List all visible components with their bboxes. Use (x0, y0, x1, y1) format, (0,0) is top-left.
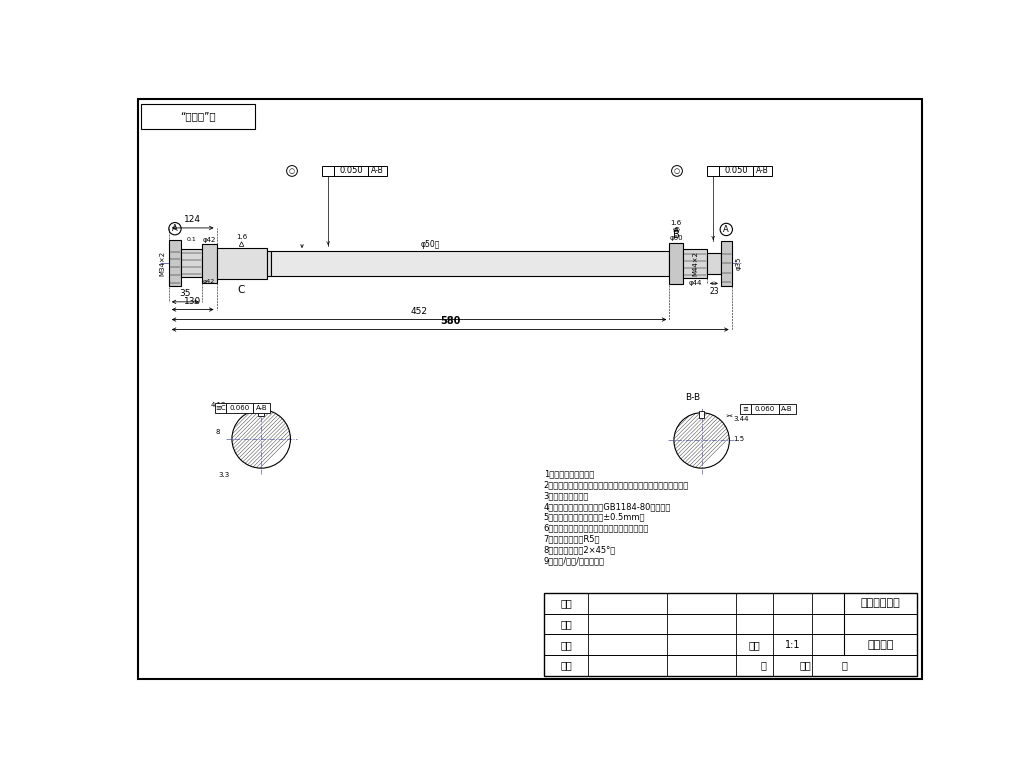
Text: 7．未注圆角半径R5。: 7．未注圆角半径R5。 (544, 534, 601, 544)
Text: 4．未注倒角棱边倒锶符合GB1184-80的要求。: 4．未注倒角棱边倒锶符合GB1184-80的要求。 (544, 502, 671, 511)
Text: 0.060: 0.060 (230, 405, 250, 410)
Bar (669, 243, 683, 284)
Bar (267, 251, 271, 276)
Text: B: B (673, 230, 679, 240)
Bar (215, 403, 225, 413)
Text: 设计: 设计 (560, 598, 572, 608)
Bar (720, 166, 753, 176)
Text: 张第: 张第 (799, 661, 811, 671)
Text: 1.6: 1.6 (671, 219, 681, 226)
Text: 0.060: 0.060 (755, 407, 774, 412)
Bar (753, 166, 771, 176)
Text: ≡: ≡ (742, 407, 749, 412)
Text: 0.050: 0.050 (725, 166, 748, 176)
Text: 0.1: 0.1 (186, 237, 196, 242)
Text: 校核: 校核 (560, 619, 572, 629)
Bar (751, 404, 779, 414)
Text: 比例: 比例 (749, 640, 761, 650)
Text: 共: 共 (760, 661, 766, 671)
Bar (699, 411, 704, 418)
Text: 1.5: 1.5 (733, 436, 744, 442)
Text: 6．铸件公差带对称于毛坏铸件基本尺寸配置。: 6．铸件公差带对称于毛坏铸件基本尺寸配置。 (544, 524, 649, 533)
Text: 1:1: 1:1 (785, 640, 800, 650)
Text: A-B: A-B (782, 407, 793, 412)
Bar (707, 253, 721, 274)
Bar (181, 249, 202, 277)
Text: A-B: A-B (371, 166, 384, 176)
Bar (258, 408, 265, 416)
Bar (202, 244, 216, 283)
Text: ≡C: ≡C (215, 405, 225, 410)
Bar (225, 403, 253, 413)
Text: 9．锐角/尖角/锐边倒锶。: 9．锐角/尖角/锐边倒锶。 (544, 556, 605, 565)
Text: 452: 452 (410, 306, 427, 316)
Bar (707, 166, 720, 176)
Text: φ60: φ60 (669, 235, 683, 241)
Text: M44×2: M44×2 (692, 251, 698, 276)
Bar (141, 104, 255, 129)
Text: 124: 124 (184, 215, 202, 224)
Bar (253, 403, 271, 413)
Text: φ50轴: φ50轴 (421, 240, 440, 249)
Text: 8．未注倒角均为2×45°。: 8．未注倒角均为2×45°。 (544, 545, 616, 554)
Bar (544, 593, 917, 676)
Text: φ44: φ44 (689, 280, 702, 286)
Text: 580: 580 (440, 316, 460, 326)
Text: 4.12: 4.12 (210, 402, 225, 408)
Text: M34×2: M34×2 (159, 251, 165, 276)
Text: A-B: A-B (256, 405, 268, 410)
Text: φ35: φ35 (735, 256, 741, 270)
Text: 130: 130 (184, 296, 202, 306)
Text: “总装图”。: “总装图”。 (180, 112, 216, 121)
Text: 张: 张 (842, 661, 848, 671)
Text: 3.3: 3.3 (218, 472, 230, 478)
Bar (169, 240, 181, 286)
Text: φ42: φ42 (203, 236, 216, 243)
Text: A: A (724, 225, 729, 234)
Text: 辊盘主轴: 辊盘主轴 (868, 640, 894, 650)
Text: 上海电机学院: 上海电机学院 (860, 598, 901, 608)
Text: B-B: B-B (685, 393, 700, 402)
Text: 0.050: 0.050 (339, 166, 363, 176)
Text: φ5: φ5 (672, 227, 680, 232)
Text: 3．去除毛刺飞边。: 3．去除毛刺飞边。 (544, 491, 589, 500)
Bar (334, 166, 368, 176)
Text: 1．零件去除氧化皮。: 1．零件去除氧化皮。 (544, 470, 595, 479)
Bar (721, 241, 732, 286)
Text: 5．未注长度尺寸允许偏差±0.5mm。: 5．未注长度尺寸允许偏差±0.5mm。 (544, 513, 645, 522)
Text: 2．零件加工表面上，不应有划痕、擦伤等损伤零件表面的缺陷。: 2．零件加工表面上，不应有划痕、擦伤等损伤零件表面的缺陷。 (544, 480, 689, 490)
Text: C: C (238, 285, 245, 295)
Text: ○: ○ (674, 168, 680, 174)
Text: A: A (172, 224, 178, 233)
Bar (740, 404, 751, 414)
Text: A-B: A-B (756, 166, 769, 176)
Bar (322, 166, 334, 176)
Bar (216, 248, 267, 279)
Text: ○: ○ (288, 168, 295, 174)
Bar (368, 166, 387, 176)
Bar (779, 404, 795, 414)
Bar (683, 249, 707, 278)
Text: 3.44: 3.44 (733, 416, 749, 422)
Text: φ42: φ42 (203, 279, 215, 283)
Bar (271, 251, 669, 276)
Text: 8: 8 (216, 429, 220, 435)
Text: 审核: 审核 (560, 640, 572, 650)
Text: 1.6: 1.6 (236, 234, 247, 240)
Text: 35: 35 (180, 289, 191, 298)
Text: 班级: 班级 (560, 661, 572, 671)
Text: 23: 23 (709, 287, 719, 296)
